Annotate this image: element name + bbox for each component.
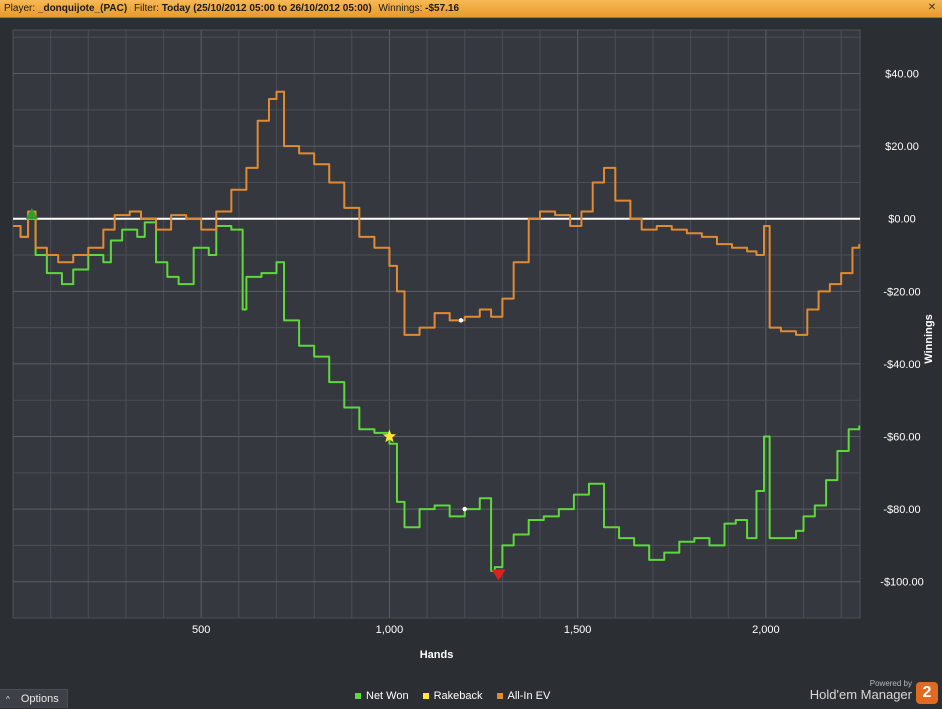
options-label: Options (20, 693, 59, 705)
filter-value: Today (25/10/2012 05:00 to 26/10/2012 05… (161, 3, 372, 14)
chevron-up-icon: ^ (6, 695, 10, 704)
legend-swatch (496, 693, 503, 700)
chart-legend: Net Won Rakeback All-In EV (355, 689, 564, 703)
y-tick-label: -$100.00 (880, 577, 923, 589)
legend-item[interactable]: Rakeback (422, 689, 483, 703)
player-value: _donquijote_(PAC) (37, 3, 128, 14)
start-marker-icon (25, 208, 38, 220)
y-tick-label: -$80.00 (883, 504, 920, 516)
legend-label: Rakeback (433, 690, 483, 702)
plot-area (12, 29, 861, 619)
rakeback-star-icon (382, 429, 397, 443)
y-tick-label: $0.00 (888, 214, 916, 226)
player-label: Player: (4, 3, 36, 14)
legend-swatch (422, 693, 429, 700)
filter-label: Filter: (133, 3, 159, 14)
options-button[interactable]: ^ Options (0, 689, 68, 708)
low-point-marker-icon (491, 569, 506, 581)
axis-ticks: $40.00 $20.00 $0.00 -$20.00 -$40.00 -$60.00 -$… (192, 69, 924, 636)
y-tick-label: $40.00 (885, 69, 919, 81)
y-tick-label: -$40.00 (883, 359, 920, 371)
legend-label: All-In EV (507, 690, 551, 702)
winnings-value: -$57.16 (425, 3, 460, 14)
chart-markers (25, 208, 506, 581)
winnings-chart: $40.00 $20.00 $0.00 -$20.00 -$40.00 -$60.00 -$… (12, 29, 935, 661)
x-tick-label: 1,500 (564, 624, 592, 636)
data-point-marker (458, 318, 464, 323)
series-line-all-in-ev (13, 90, 861, 336)
series-line-net-won (13, 217, 861, 572)
x-tick-label: 500 (192, 624, 210, 636)
close-icon[interactable]: ✕ (927, 2, 937, 13)
y-tick-label: -$20.00 (883, 286, 920, 298)
winnings-label: Winnings: (378, 3, 423, 14)
hm2-logo-icon: 2 (916, 682, 938, 704)
series-lines (13, 90, 861, 572)
brand-label: Hold'em Manager (809, 687, 912, 702)
x-tick-label: 1,000 (376, 624, 404, 636)
filter-bar: Player: _donquijote_(PAC) Filter: Today … (0, 0, 942, 18)
y-tick-label: $20.00 (885, 141, 919, 153)
legend-label: Net Won (366, 690, 409, 702)
x-tick-label: 2,000 (752, 624, 780, 636)
legend-item[interactable]: Net Won (355, 689, 409, 703)
legend-swatch (355, 693, 361, 700)
x-axis-label: Hands (420, 649, 454, 661)
data-point-marker (462, 506, 467, 512)
powered-by-label: Powered by (869, 679, 912, 688)
y-tick-label: -$60.00 (883, 432, 920, 444)
legend-item[interactable]: All-In EV (496, 689, 551, 703)
footer-bar (0, 682, 942, 707)
y-axis-label: Winnings (923, 314, 935, 363)
